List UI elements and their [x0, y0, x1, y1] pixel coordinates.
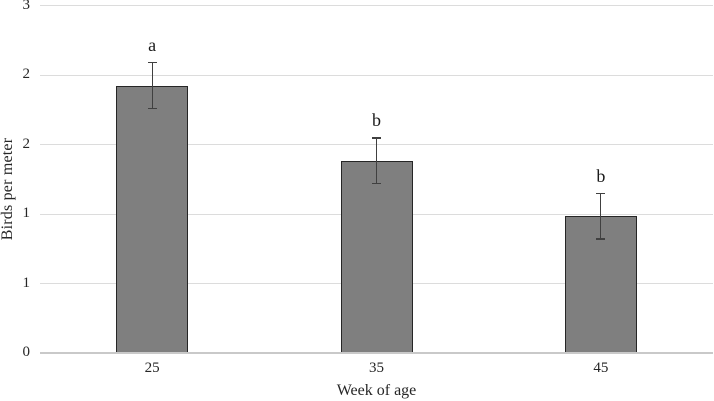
x-axis-title: Week of age: [336, 382, 417, 399]
bar: [564, 216, 637, 353]
error-bar-cap-top: [372, 137, 381, 139]
y-tick-label: 1: [22, 205, 31, 221]
gridline: [40, 74, 713, 76]
y-tick-label: 3: [22, 0, 31, 13]
y-tick-label: 0: [22, 344, 31, 360]
error-bar: [151, 61, 153, 110]
significance-letter: a: [148, 34, 157, 55]
y-tick-label: 1: [22, 274, 31, 291]
error-bar: [600, 192, 602, 240]
significance-letter: b: [372, 110, 381, 131]
significance-letter: b: [596, 165, 606, 186]
bar: [340, 160, 413, 353]
y-tick-label: 2: [22, 135, 31, 152]
y-tick-label: 2: [22, 66, 31, 82]
x-axis-line: [40, 351, 713, 354]
error-bar: [376, 137, 377, 185]
error-bar-cap-bottom: [147, 107, 157, 110]
bar: [116, 85, 189, 353]
x-tick-label: 45: [593, 360, 609, 376]
error-bar-cap-top: [147, 61, 157, 64]
x-tick-label: 25: [144, 360, 160, 376]
error-bar-cap-bottom: [596, 238, 606, 240]
error-bar-cap-top: [596, 192, 606, 195]
gridline: [40, 5, 713, 6]
x-tick-label: 35: [369, 360, 384, 376]
error-bar-cap-bottom: [372, 182, 381, 185]
